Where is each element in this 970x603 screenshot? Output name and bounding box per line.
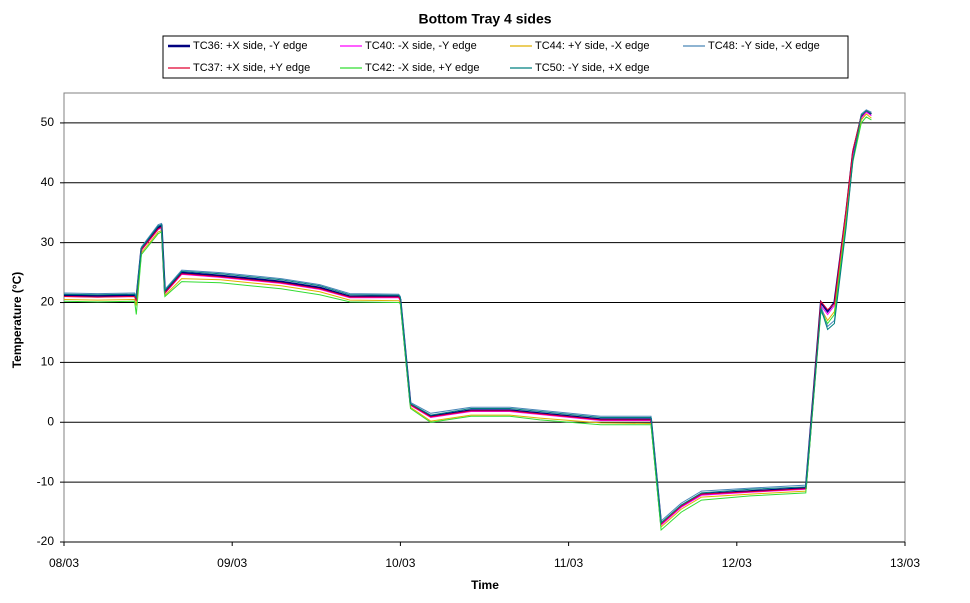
- y-axis-label: Temperature (°C): [10, 272, 24, 369]
- x-tick-label: 09/03: [217, 556, 247, 570]
- legend-box: [162, 35, 849, 79]
- x-axis-label: Time: [471, 578, 499, 592]
- plot-area: [63, 92, 906, 543]
- x-tick-label: 12/03: [722, 556, 752, 570]
- legend-label: TC44: +Y side, -X edge: [535, 40, 649, 52]
- y-tick-label: 30: [41, 235, 55, 249]
- x-tick-label: 08/03: [49, 556, 79, 570]
- legend-label: TC50: -Y side, +X edge: [535, 62, 649, 74]
- series-line: [63, 109, 872, 523]
- legend-label: TC42: -X side, +Y edge: [365, 62, 479, 74]
- x-tick-label: 10/03: [385, 556, 415, 570]
- series-line: [63, 110, 872, 524]
- chart-title: Bottom Tray 4 sides: [418, 11, 551, 27]
- legend: TC36: +X side, -Y edge TC40: -X side, -Y …: [168, 40, 820, 74]
- y-tick-label: 20: [41, 295, 55, 309]
- legend-label: TC48: -Y side, -X edge: [708, 40, 820, 52]
- y-tick-label: 40: [41, 175, 55, 189]
- series-line: [63, 113, 872, 529]
- series-line: [63, 116, 872, 532]
- legend-label: TC40: -X side, -Y edge: [365, 40, 477, 52]
- legend-label: TC36: +X side, -Y edge: [193, 40, 307, 52]
- legend-label: TC37: +X side, +Y edge: [193, 62, 310, 74]
- series-line: [63, 110, 872, 526]
- y-tick-label: -10: [37, 474, 55, 488]
- x-tick-label: 11/03: [554, 556, 583, 570]
- series-line: [63, 109, 872, 527]
- y-tick-label: 10: [41, 355, 55, 369]
- y-tick-label: 0: [47, 414, 54, 428]
- y-tick-label: 50: [41, 115, 55, 129]
- series-line: [63, 111, 872, 527]
- y-tick-label: -20: [37, 534, 55, 548]
- x-tick-label: 13/03: [890, 556, 920, 570]
